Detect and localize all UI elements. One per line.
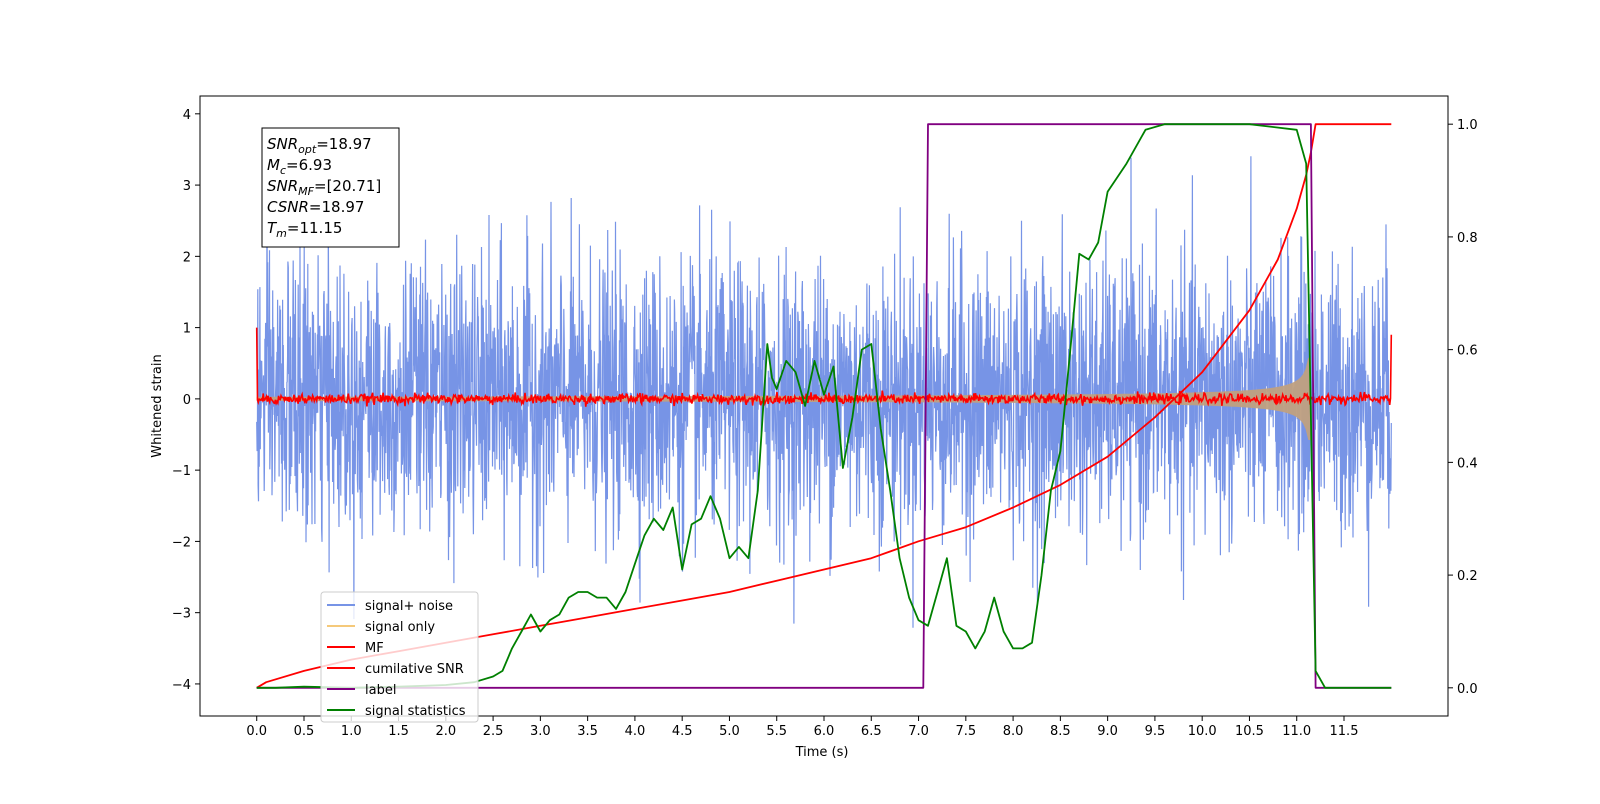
x-tick-label: 2.0 xyxy=(435,724,456,739)
y-axis-right: 0.0 0.2 0.4 0.6 0.8 1.0 xyxy=(1448,118,1478,697)
x-tick-label: 7.0 xyxy=(908,724,929,739)
x-tick-label: 3.0 xyxy=(530,724,551,739)
y-left-tick-label: 2 xyxy=(183,250,191,265)
y-left-tick-label: −1 xyxy=(172,464,191,479)
y-left-tick-label: −3 xyxy=(172,607,191,622)
y-axis-left-label: Whitened strain xyxy=(150,354,165,457)
y-left-tick-label: −2 xyxy=(172,535,191,550)
legend-label: signal+ noise xyxy=(365,599,453,614)
x-tick-label: 5.0 xyxy=(719,724,740,739)
x-tick-label: 4.0 xyxy=(625,724,646,739)
x-tick-label: 6.0 xyxy=(814,724,835,739)
x-tick-label: 8.0 xyxy=(1003,724,1024,739)
y-left-tick-label: 3 xyxy=(183,179,191,194)
x-tick-label: 6.5 xyxy=(861,724,882,739)
y-right-tick-label: 0.0 xyxy=(1457,682,1478,697)
y-left-tick-label: −4 xyxy=(172,678,191,693)
annotation-box: SNRopt=18.97Mc=6.93SNRMF=[20.71]CSNR=18.… xyxy=(261,127,400,248)
x-tick-label: 0.5 xyxy=(294,724,315,739)
annotation-line: Mc=6.93 xyxy=(267,156,332,177)
y-right-tick-label: 0.8 xyxy=(1457,231,1478,246)
legend-label: label xyxy=(365,683,396,698)
x-tick-label: 10.5 xyxy=(1235,724,1264,739)
x-axis: 0.0 0.5 1.0 1.5 2.0 2.5 3.0 3.5 4.0 4.5 5.0 5.5 6.0 6… xyxy=(246,716,1358,739)
y-left-tick-label: 4 xyxy=(183,108,191,123)
x-tick-label: 9.5 xyxy=(1145,724,1166,739)
legend-label: signal only xyxy=(365,620,435,635)
annotation-line: SNRMF=[20.71] xyxy=(267,177,381,198)
annotation-line: CSNR=18.97 xyxy=(267,198,364,216)
y-axis-left: −4 −3 −2 −1 0 1 2 3 4 xyxy=(172,108,200,693)
y-right-tick-label: 1.0 xyxy=(1457,118,1478,133)
y-left-tick-label: 1 xyxy=(183,322,191,337)
annotation-line: Tm=11.15 xyxy=(267,219,342,240)
x-tick-label: 4.5 xyxy=(672,724,693,739)
x-tick-label: 7.5 xyxy=(955,724,976,739)
x-axis-label: Time (s) xyxy=(795,745,849,760)
y-right-tick-label: 0.4 xyxy=(1457,456,1478,471)
legend-label: cumilative SNR xyxy=(365,662,464,677)
x-tick-label: 1.0 xyxy=(341,724,362,739)
legend-label: MF xyxy=(365,641,384,656)
x-tick-label: 3.5 xyxy=(577,724,598,739)
x-tick-label: 11.0 xyxy=(1282,724,1311,739)
x-tick-label: 8.5 xyxy=(1050,724,1071,739)
x-tick-label: 0.0 xyxy=(246,724,267,739)
x-tick-label: 9.0 xyxy=(1097,724,1118,739)
x-tick-label: 11.5 xyxy=(1330,724,1359,739)
x-tick-label: 10.0 xyxy=(1188,724,1217,739)
y-left-tick-label: 0 xyxy=(183,393,191,408)
legend-label: signal statistics xyxy=(365,704,466,719)
y-right-tick-label: 0.6 xyxy=(1457,344,1478,359)
y-right-tick-label: 0.2 xyxy=(1457,569,1478,584)
series-mf xyxy=(255,327,1393,408)
x-tick-label: 2.5 xyxy=(483,724,504,739)
annotation-line: SNRopt=18.97 xyxy=(267,135,372,156)
legend-frame xyxy=(320,591,479,723)
series-signal-statistics xyxy=(256,123,1392,689)
x-tick-label: 1.5 xyxy=(388,724,409,739)
x-tick-label: 5.5 xyxy=(766,724,787,739)
annotation-box-frame xyxy=(261,127,400,248)
legend: signal+ noise signal only MF cumilative SNR… xyxy=(320,591,479,723)
